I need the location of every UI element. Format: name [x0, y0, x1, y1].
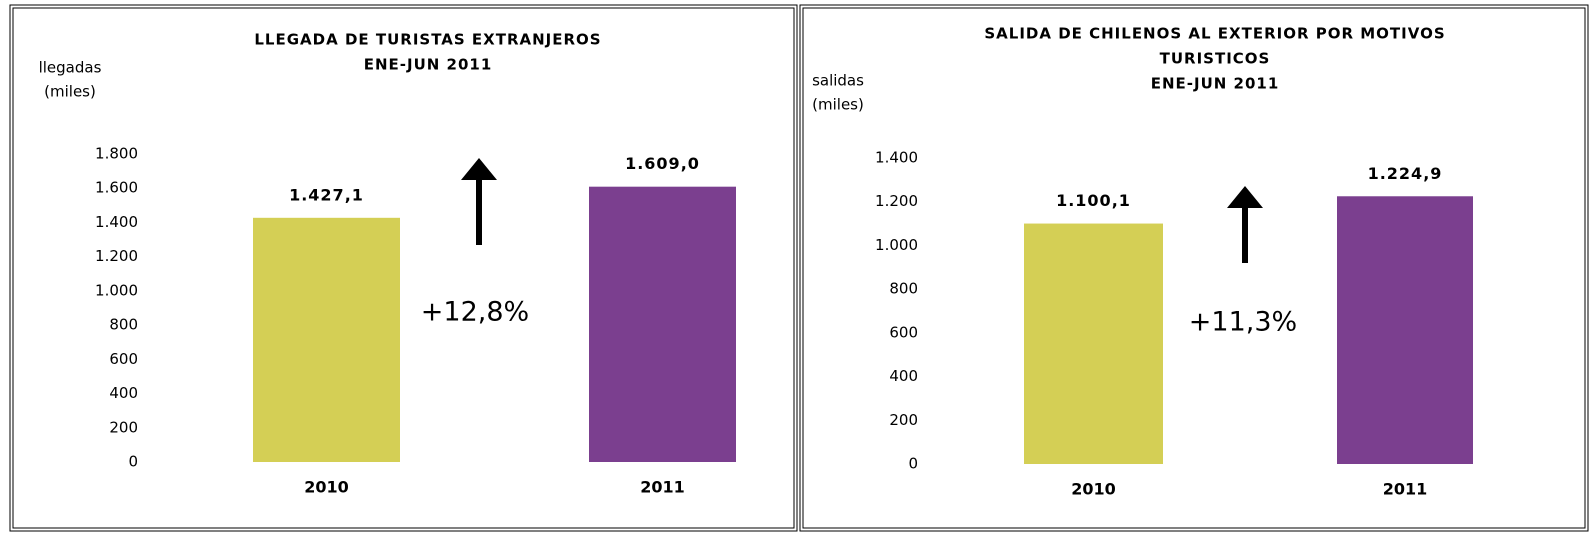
panel-border: [802, 7, 1586, 529]
bar: [1024, 223, 1163, 464]
chart-title: SALIDA DE CHILENOS AL EXTERIOR POR MOTIV…: [984, 25, 1445, 43]
value-label: 1.427,1: [289, 185, 364, 204]
y-tick-label: 400: [889, 367, 918, 385]
y-tick-label: 1.400: [95, 213, 138, 231]
panel-border: [9, 4, 798, 532]
y-tick-label: 800: [889, 280, 918, 298]
y-tick-label: 600: [889, 323, 918, 341]
panel-border: [799, 4, 1589, 532]
y-axis-label: llegadas: [39, 59, 102, 77]
bar: [589, 186, 736, 462]
chart-subtitle: ENE-JUN 2011: [364, 56, 493, 74]
x-tick-label: 2010: [304, 478, 349, 497]
chart-subtitle: ENE-JUN 2011: [1151, 75, 1280, 93]
chart-title: TURISTICOS: [1160, 50, 1271, 68]
y-axis-label: salidas: [812, 72, 864, 90]
annotation: +12,8%: [421, 297, 529, 328]
bar: [1337, 196, 1473, 464]
y-tick-label: 0: [908, 455, 918, 473]
y-tick-label: 1.200: [875, 192, 918, 210]
value-label: 1.100,1: [1056, 191, 1131, 210]
value-label: 1.224,9: [1368, 164, 1443, 183]
y-tick-label: 1.200: [95, 247, 138, 265]
y-axis-label: (miles): [812, 96, 864, 114]
arrow-head: [1227, 186, 1263, 208]
bar: [253, 217, 400, 462]
y-tick-label: 600: [109, 350, 138, 368]
y-tick-label: 200: [109, 418, 138, 436]
arrow-head: [461, 158, 497, 180]
y-tick-label: 800: [109, 316, 138, 334]
x-tick-label: 2011: [640, 478, 685, 497]
x-tick-label: 2010: [1071, 480, 1116, 499]
annotation: +11,3%: [1189, 307, 1297, 338]
value-label: 1.609,0: [625, 154, 700, 173]
y-tick-label: 0: [128, 453, 138, 471]
y-tick-label: 1.400: [875, 149, 918, 167]
x-tick-label: 2011: [1383, 480, 1428, 499]
y-tick-label: 1.000: [95, 281, 138, 299]
y-axis-label: (miles): [44, 83, 96, 101]
y-tick-label: 1.000: [875, 236, 918, 254]
y-tick-label: 1.800: [95, 145, 138, 163]
panel-border: [12, 7, 795, 529]
chart-title: LLEGADA DE TURISTAS EXTRANJEROS: [254, 31, 601, 49]
y-tick-label: 400: [109, 384, 138, 402]
y-tick-label: 1.600: [95, 179, 138, 197]
y-tick-label: 200: [889, 411, 918, 429]
